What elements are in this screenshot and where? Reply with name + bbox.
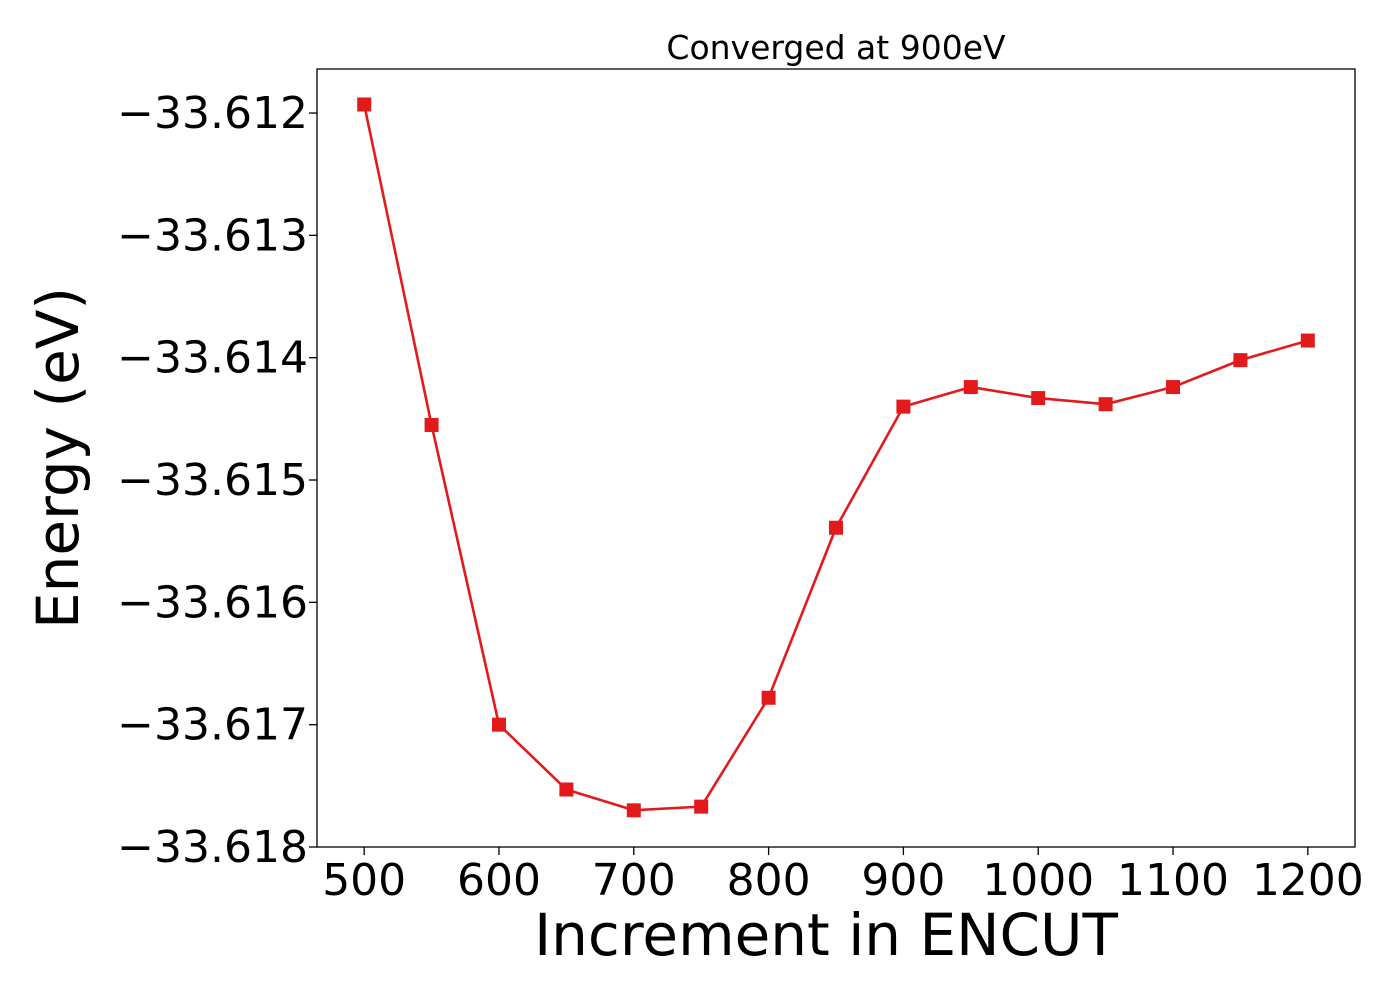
y-tick-label: −33.618 xyxy=(117,822,308,873)
data-point-marker xyxy=(1031,391,1046,406)
y-tick-label: −33.617 xyxy=(117,700,308,751)
data-point-marker xyxy=(1166,380,1181,395)
chart-title: Converged at 900eV xyxy=(666,28,1006,67)
x-tick-label: 600 xyxy=(457,855,541,906)
data-point-marker xyxy=(357,97,372,112)
y-tick-label: −33.613 xyxy=(117,210,308,261)
data-point-marker xyxy=(559,782,574,797)
data-point-marker xyxy=(1233,353,1248,368)
data-point-marker xyxy=(896,399,911,414)
data-point-marker xyxy=(424,417,439,432)
x-tick-label: 500 xyxy=(322,855,406,906)
y-tick-label: −33.612 xyxy=(117,88,308,139)
x-tick-label: 800 xyxy=(727,855,811,906)
data-point-marker xyxy=(829,520,843,535)
plot-area-frame xyxy=(316,68,1356,848)
x-tick-label: 700 xyxy=(592,855,676,906)
y-tick-label: −33.614 xyxy=(117,333,308,384)
x-axis-title: Increment in ENCUT xyxy=(534,901,1118,969)
series-line xyxy=(362,104,1309,812)
y-axis-title: Energy (eV) xyxy=(24,287,92,629)
y-axis: −33.612 −33.613 −33.614 −33.615 −33.616 −33.6… xyxy=(117,88,317,873)
y-tick-label: −33.615 xyxy=(117,455,308,506)
y-tick-label: −33.616 xyxy=(117,577,308,628)
data-point-marker xyxy=(1300,333,1315,348)
x-axis: 500 600 700 800 900 1000 1100 1200 xyxy=(322,847,1364,906)
x-tick-label: 1000 xyxy=(982,855,1094,906)
data-point-marker xyxy=(626,803,641,818)
x-tick-label: 1100 xyxy=(1117,855,1229,906)
data-point-marker xyxy=(491,717,506,732)
series-layer xyxy=(357,97,1315,818)
data-point-marker xyxy=(963,380,978,395)
data-point-marker xyxy=(1098,397,1113,412)
x-tick-label: 900 xyxy=(861,855,945,906)
data-point-marker xyxy=(761,690,776,705)
data-point-marker xyxy=(694,799,709,814)
x-tick-label: 1200 xyxy=(1252,855,1364,906)
